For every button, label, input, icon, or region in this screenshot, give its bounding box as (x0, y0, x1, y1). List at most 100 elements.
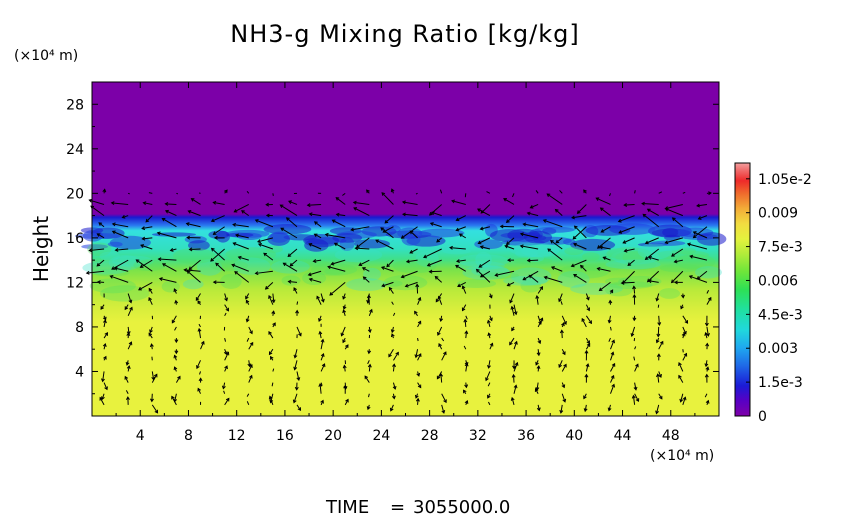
wind-vector-head (511, 373, 516, 378)
wind-vector (392, 382, 396, 390)
wind-vector (429, 204, 443, 216)
wind-vector-head (586, 307, 591, 312)
wind-vector-head (138, 286, 142, 291)
wind-vector-head (584, 373, 589, 378)
wind-vector (392, 364, 395, 372)
wind-vector-head (428, 269, 433, 274)
wind-vector-head (697, 216, 702, 220)
mixing-blob (161, 280, 180, 293)
wind-vector (320, 353, 324, 361)
wind-vector-head (608, 299, 613, 304)
wind-vector-head (111, 266, 116, 270)
wind-vector-head (641, 201, 645, 206)
wind-vector (634, 393, 639, 402)
wind-vector-head (271, 299, 276, 304)
wind-vector-head (489, 342, 494, 347)
wind-vector (280, 227, 298, 239)
wind-vector-head (342, 295, 346, 300)
wind-vector-head (158, 277, 163, 281)
wind-vector (440, 373, 443, 383)
wind-vector-head (646, 208, 651, 213)
colorbar-tick-label: 1.05e-2 (758, 172, 812, 188)
wind-vector (381, 192, 394, 205)
wind-vector (283, 262, 298, 272)
wind-vector-head (141, 236, 146, 241)
wind-vector-head (547, 248, 552, 253)
wind-vector-head (509, 341, 513, 346)
wind-vector (246, 401, 250, 406)
wind-vector (544, 276, 563, 283)
wind-vector-head (148, 297, 152, 301)
wind-vector (561, 393, 566, 402)
wind-vector-head (392, 385, 397, 390)
wind-vector (480, 246, 491, 250)
wind-vector-head (664, 206, 669, 211)
wind-vector (176, 192, 179, 195)
wind-vector-head (657, 322, 662, 326)
wind-vector-head (282, 262, 287, 267)
time-label: TIME (325, 497, 369, 518)
wind-vector (555, 237, 563, 244)
wind-vector-head (142, 201, 147, 206)
wind-vector-head (586, 340, 590, 345)
wind-vector (543, 219, 563, 228)
wind-vector (439, 189, 443, 194)
wind-vector (96, 259, 105, 267)
wind-vector (388, 348, 394, 357)
wind-vector-head (324, 232, 329, 237)
wind-vector (308, 243, 322, 250)
wind-vector-head (149, 329, 153, 334)
mixing-blob (520, 278, 542, 293)
wind-vector-head (124, 375, 129, 380)
wind-vector-head (389, 407, 394, 412)
mixing-blob (220, 273, 242, 289)
wind-vector (672, 217, 684, 228)
wind-vector-head (198, 377, 203, 382)
wind-vector (210, 248, 225, 262)
wind-vector (272, 293, 275, 303)
wind-vector-head (313, 233, 318, 238)
wind-vector (248, 364, 253, 372)
wind-vector-head (289, 262, 294, 267)
wind-vector-head (342, 364, 347, 369)
wind-vector (671, 270, 684, 283)
wind-vector-head (161, 217, 166, 222)
wind-vector-head (632, 285, 637, 290)
wind-vector-head (644, 256, 649, 260)
wind-vector (706, 326, 709, 336)
wind-vector (609, 193, 611, 197)
wind-vector-head (671, 217, 676, 222)
wind-vector (127, 307, 133, 317)
mixing-blob (334, 247, 383, 263)
wind-vector (580, 265, 587, 272)
wind-vector (392, 312, 396, 317)
wind-vector-head (414, 310, 418, 315)
colorbar-ticks: 0 1.5e-3 0.003 4.5e-3 0.006 7.5e-3 0.009 1.05e-… (746, 172, 812, 425)
mixing-blob (607, 281, 653, 289)
wind-vector-head (224, 297, 228, 302)
wind-vector (195, 293, 201, 301)
wind-vector-head (125, 396, 130, 401)
wind-vector-head (358, 262, 363, 267)
wind-vector (158, 258, 177, 261)
wind-vector (368, 309, 373, 316)
wind-vector (272, 368, 275, 372)
wind-vector (597, 237, 611, 249)
wind-vector-head (478, 264, 483, 268)
wind-vector (224, 365, 228, 372)
wind-vector (520, 245, 539, 250)
wind-vector-head (543, 275, 548, 280)
x-tick-label: 32 (469, 428, 487, 444)
wind-vector (353, 207, 370, 217)
y-unit-label: (×10⁴ m) (14, 48, 78, 64)
wind-vector (327, 266, 346, 272)
wind-vector-head (443, 351, 447, 356)
wind-vector-head (618, 230, 623, 234)
wind-vector (280, 204, 298, 217)
wind-vector (573, 243, 587, 250)
wind-vector (449, 247, 466, 250)
wind-vector (122, 215, 129, 219)
wind-vector-head (330, 261, 335, 266)
wind-vector (188, 259, 201, 270)
y-tick-label: 12 (66, 275, 84, 291)
